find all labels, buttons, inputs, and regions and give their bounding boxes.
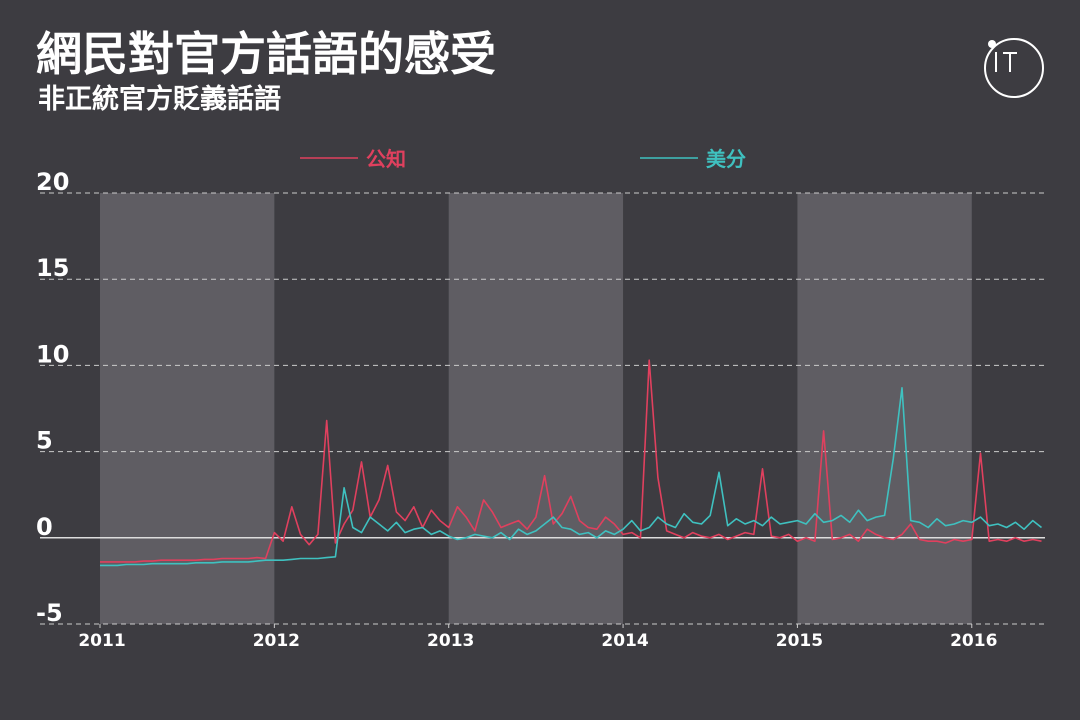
logo-stroke — [1009, 52, 1011, 72]
y-tick-label: 10 — [36, 340, 69, 368]
logo-ring — [984, 38, 1044, 98]
logo-stroke — [995, 52, 997, 72]
x-tick-label: 2013 — [427, 631, 474, 651]
x-tick-label: 2015 — [776, 631, 823, 651]
logo-dot — [988, 40, 996, 48]
y-tick-label: 0 — [36, 513, 53, 541]
x-tick-label: 2016 — [950, 631, 997, 651]
y-tick-label: -5 — [36, 599, 63, 627]
logo — [984, 38, 1044, 98]
y-tick-label: 5 — [36, 427, 53, 455]
legend-label: 美分 — [706, 147, 746, 171]
chart-title: 網民對官方話語的感受 — [36, 27, 496, 81]
x-tick-label: 2011 — [78, 631, 125, 651]
y-tick-label: 20 — [36, 168, 69, 196]
legend-label: 公知 — [366, 147, 406, 171]
series-line — [100, 387, 1042, 567]
chart-subtitle: 非正統官方貶義話語 — [38, 83, 281, 115]
x-tick-label: 2014 — [601, 631, 648, 651]
year-band — [797, 193, 972, 624]
x-tick-label: 2012 — [253, 631, 300, 651]
year-band — [448, 193, 624, 624]
series-line — [100, 359, 1042, 563]
year-band — [100, 193, 275, 624]
y-tick-label: 15 — [36, 254, 69, 282]
